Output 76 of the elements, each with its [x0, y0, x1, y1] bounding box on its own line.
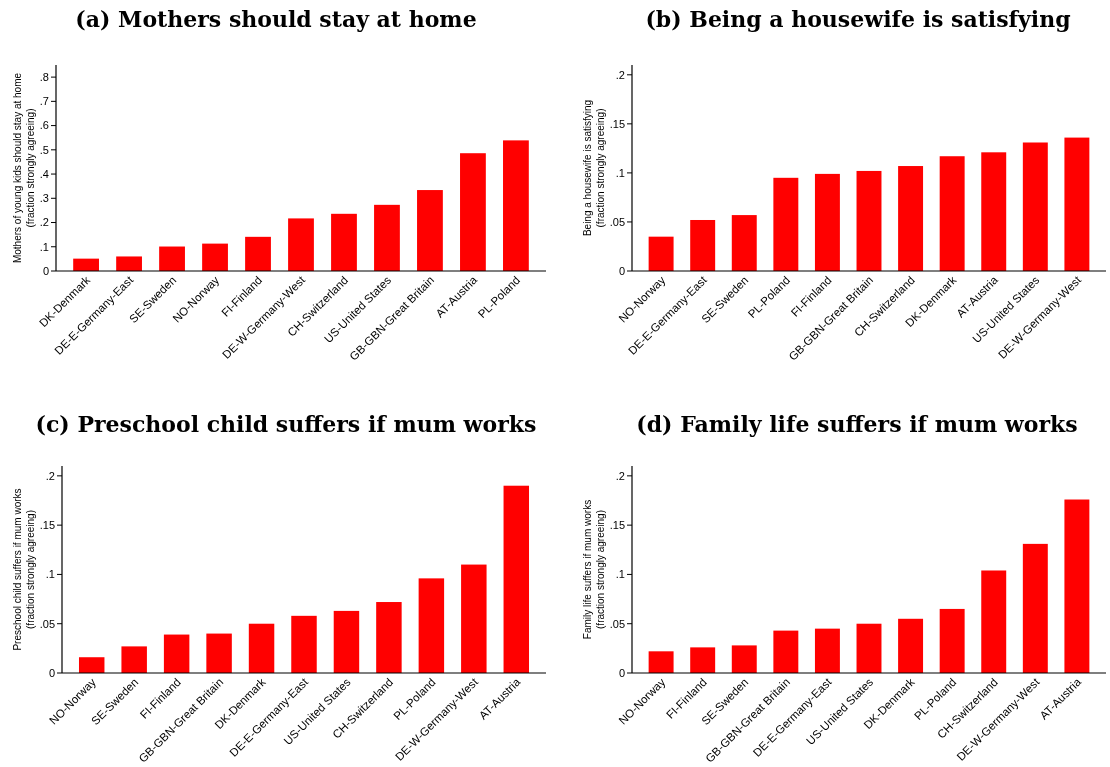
bar	[1064, 137, 1090, 271]
bar	[202, 243, 228, 271]
y-tick-label: .2	[615, 469, 625, 482]
y-tick-label: .1	[615, 568, 625, 581]
chart-title: (c) Preschool child suffers if mum works	[35, 411, 537, 437]
bar	[206, 633, 232, 673]
y-tick-label: .2	[615, 68, 625, 81]
y-tick-label: .1	[39, 240, 49, 253]
bar	[898, 166, 924, 271]
y-tick-label: .3	[39, 192, 49, 205]
bar	[773, 177, 799, 271]
bar	[856, 170, 882, 271]
chart-title: (b) Being a housewife is satisfying	[645, 6, 1071, 32]
y-tick-label: .2	[39, 216, 49, 229]
y-tick-label: 0	[618, 264, 625, 277]
y-axis-title: Mothers of young kids should stay at home (fraction strongly agreeing)	[11, 72, 36, 264]
y-tick-label: .2	[45, 469, 55, 482]
bar	[981, 152, 1007, 271]
y-tick-label: .5	[39, 143, 49, 156]
chart-title: (a) Mothers should stay at home	[75, 6, 477, 32]
y-axis-title: Preschool child suffers if mum works (fraction strongly agreeing)	[11, 488, 36, 651]
y-tick-label: 0	[48, 666, 55, 679]
bar	[376, 602, 402, 673]
y-tick-label: 0	[618, 666, 625, 679]
bar	[648, 236, 674, 271]
bar	[78, 657, 105, 673]
bar	[116, 256, 142, 271]
y-tick-label: .1	[45, 568, 55, 581]
bar	[288, 218, 314, 271]
bar	[1022, 543, 1048, 673]
y-tick-label: .1	[615, 166, 625, 179]
y-tick-label: .05	[609, 215, 625, 228]
bar	[73, 258, 99, 271]
bar	[121, 646, 147, 673]
y-axis-title: Family life suffers if mum works (fraction strongly agreeing)	[581, 499, 606, 640]
y-tick-label: .4	[39, 167, 49, 180]
y-tick-label: .15	[609, 518, 625, 531]
bar	[503, 140, 529, 271]
bar	[331, 213, 357, 271]
y-tick-label: .15	[39, 518, 55, 531]
bar	[814, 173, 840, 271]
chart-title: (d) Family life suffers if mum works	[636, 411, 1078, 437]
bar	[731, 215, 757, 271]
bar	[939, 156, 965, 271]
bar	[417, 190, 443, 271]
y-axis-title: Being a housewife is satisfying (fraction strongly agreeing)	[581, 99, 606, 237]
bar	[503, 485, 530, 673]
bar	[898, 618, 924, 673]
bar	[814, 628, 840, 673]
y-tick-label: .7	[39, 95, 49, 108]
bar	[333, 610, 360, 673]
bar	[248, 623, 275, 673]
bar	[856, 623, 882, 673]
bar	[374, 204, 400, 271]
y-tick-label: .6	[39, 119, 49, 132]
bar	[460, 153, 486, 271]
bar	[773, 630, 799, 673]
bar	[291, 615, 317, 673]
bar	[939, 608, 965, 673]
bar	[981, 570, 1007, 673]
y-tick-label: .05	[609, 617, 625, 630]
y-tick-label: .05	[39, 617, 55, 630]
bar	[159, 246, 185, 271]
bar	[1022, 142, 1048, 271]
y-tick-label: .8	[39, 70, 49, 83]
bar	[163, 634, 190, 673]
y-tick-label: 0	[42, 264, 49, 277]
bar	[418, 578, 445, 673]
bar	[690, 647, 716, 673]
y-tick-label: .15	[609, 117, 625, 130]
bar	[1064, 499, 1090, 673]
bar	[648, 651, 674, 673]
bar	[731, 645, 757, 673]
bar	[461, 564, 487, 673]
bar	[690, 219, 716, 271]
bar	[245, 236, 271, 271]
